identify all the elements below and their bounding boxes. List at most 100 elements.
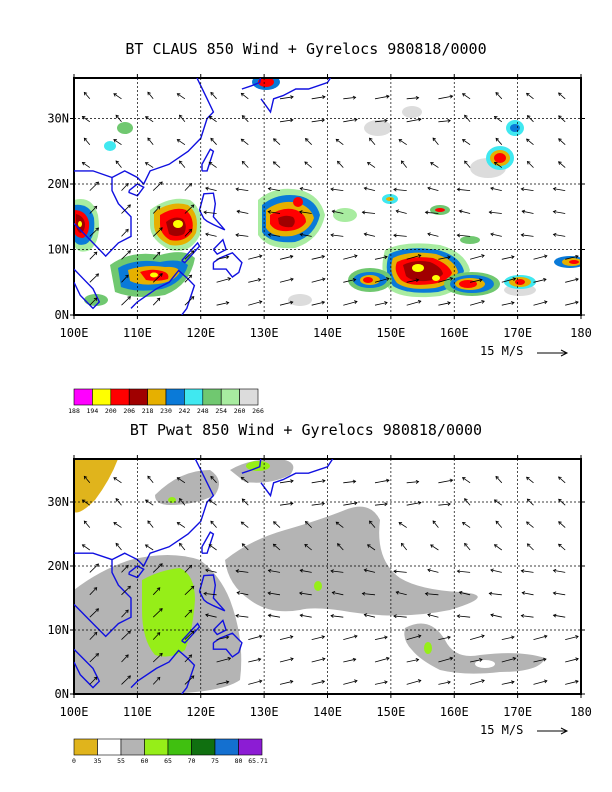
wind-arrowhead (575, 277, 579, 282)
wind-arrow (236, 188, 249, 191)
wind-arrowhead (290, 95, 294, 100)
wind-arrow (565, 636, 579, 640)
wind-arrow (558, 476, 566, 484)
wind-arrowhead (481, 679, 485, 683)
wind-arrowhead (336, 543, 341, 547)
panel2-title: BT Pwat 850 Wind + Gyrelocs 980818/0000 (129, 421, 483, 439)
wind-arrowhead (235, 187, 239, 192)
wind-arrowhead (304, 138, 309, 142)
wind-arrow (184, 274, 192, 283)
wind-scale: 15 M/S (480, 723, 569, 737)
wind-arrow (490, 233, 502, 237)
wind-arrow (235, 615, 249, 618)
wind-arrow (533, 301, 548, 306)
wind-arrowhead (208, 544, 213, 548)
wind-arrow (364, 187, 376, 191)
wind-arrowhead (417, 299, 422, 304)
wind-arrowhead (361, 591, 366, 596)
wind-arrowhead (81, 116, 86, 120)
wind-arrow (236, 570, 249, 573)
wind-arrowhead (125, 654, 129, 658)
wind-arrow (558, 521, 566, 528)
wind-arrow (374, 302, 388, 306)
x-tick-label: 120E (186, 705, 215, 719)
wind-arrow (89, 227, 99, 237)
wind-arrowhead (464, 160, 468, 165)
wind-arrowhead (257, 657, 262, 662)
wind-arrowhead (159, 227, 163, 231)
wind-arrow (208, 161, 217, 168)
wind-arrow (241, 92, 249, 100)
wind-arrowhead (93, 631, 98, 636)
wind-arrow (89, 563, 99, 573)
wind-arrowhead (290, 479, 294, 484)
wind-arrow (268, 211, 281, 214)
wind-arrow (558, 138, 566, 145)
y-tick-label: 0N (55, 308, 69, 322)
legend-label: 206 (123, 407, 135, 415)
wind-arrow (462, 477, 471, 484)
x-tick-label: 160E (440, 326, 469, 340)
wind-arrow (369, 137, 376, 145)
wind-arrow (279, 278, 294, 283)
wind-arrow (425, 593, 439, 596)
wind-arrowhead (526, 498, 531, 503)
wind-arrowhead (520, 233, 525, 238)
wind-arrowhead (543, 254, 548, 259)
panel2-overlay: 100E 110E 120E 130E 140E 150E 160E 170E 180 0N 10N… (47, 455, 592, 765)
wind-arrowhead (125, 609, 129, 614)
wind-arrowhead (479, 658, 483, 662)
wind-arrow (82, 116, 91, 123)
wind-arrowhead (424, 210, 429, 215)
wind-arrowhead (330, 614, 334, 618)
wind-arrow (184, 204, 195, 214)
wind-arrow (398, 522, 407, 528)
wind-arrow (89, 181, 99, 191)
wind-arrowhead (395, 209, 400, 214)
wind-arrow (152, 608, 163, 618)
wind-arrow (82, 162, 91, 168)
wind-arrow (305, 138, 312, 145)
wind-arrow (300, 188, 312, 191)
wind-arrowhead (179, 114, 183, 119)
wind-arrow (299, 211, 312, 214)
wind-arrowhead (210, 520, 214, 525)
wind-arrow (495, 92, 503, 100)
wind-arrow (89, 676, 98, 685)
wind-arrowhead (203, 210, 207, 215)
legend-label: 80 (235, 757, 243, 765)
wind-arrow (273, 521, 281, 528)
wind-arrowhead (456, 569, 461, 574)
wind-arrow (457, 188, 471, 191)
wind-arrow (438, 302, 451, 306)
wind-arrow (565, 680, 579, 685)
wind-arrow (268, 570, 281, 573)
wind-arrow (490, 614, 502, 618)
wind-arrow (489, 211, 502, 214)
wind-arrowhead (289, 635, 294, 639)
wind-arrow (406, 279, 419, 283)
wind-arrowhead (393, 569, 397, 574)
coastline (128, 565, 145, 579)
wind-arrow (521, 615, 534, 618)
coastline (201, 148, 215, 172)
wind-arrowhead (93, 251, 98, 256)
coastline (201, 531, 215, 554)
wind-arrowhead (179, 498, 183, 502)
wind-arrow (374, 95, 390, 100)
wind-arrowhead (510, 680, 515, 685)
wind-arrow (216, 657, 231, 663)
wind-arrow (401, 543, 408, 551)
legend-label: 65 (164, 757, 172, 765)
wind-arrowhead (363, 186, 368, 191)
coastline (74, 459, 215, 568)
wind-arrow (343, 279, 356, 283)
wind-arrowhead (113, 139, 117, 143)
wind-arrowhead (125, 182, 129, 187)
wind-arrowhead (321, 277, 326, 282)
wind-arrowhead (456, 233, 461, 238)
wind-arrow (438, 503, 451, 506)
wind-arrowhead (225, 680, 230, 685)
wind-arrow (279, 636, 293, 640)
wind-arrow (406, 680, 421, 685)
